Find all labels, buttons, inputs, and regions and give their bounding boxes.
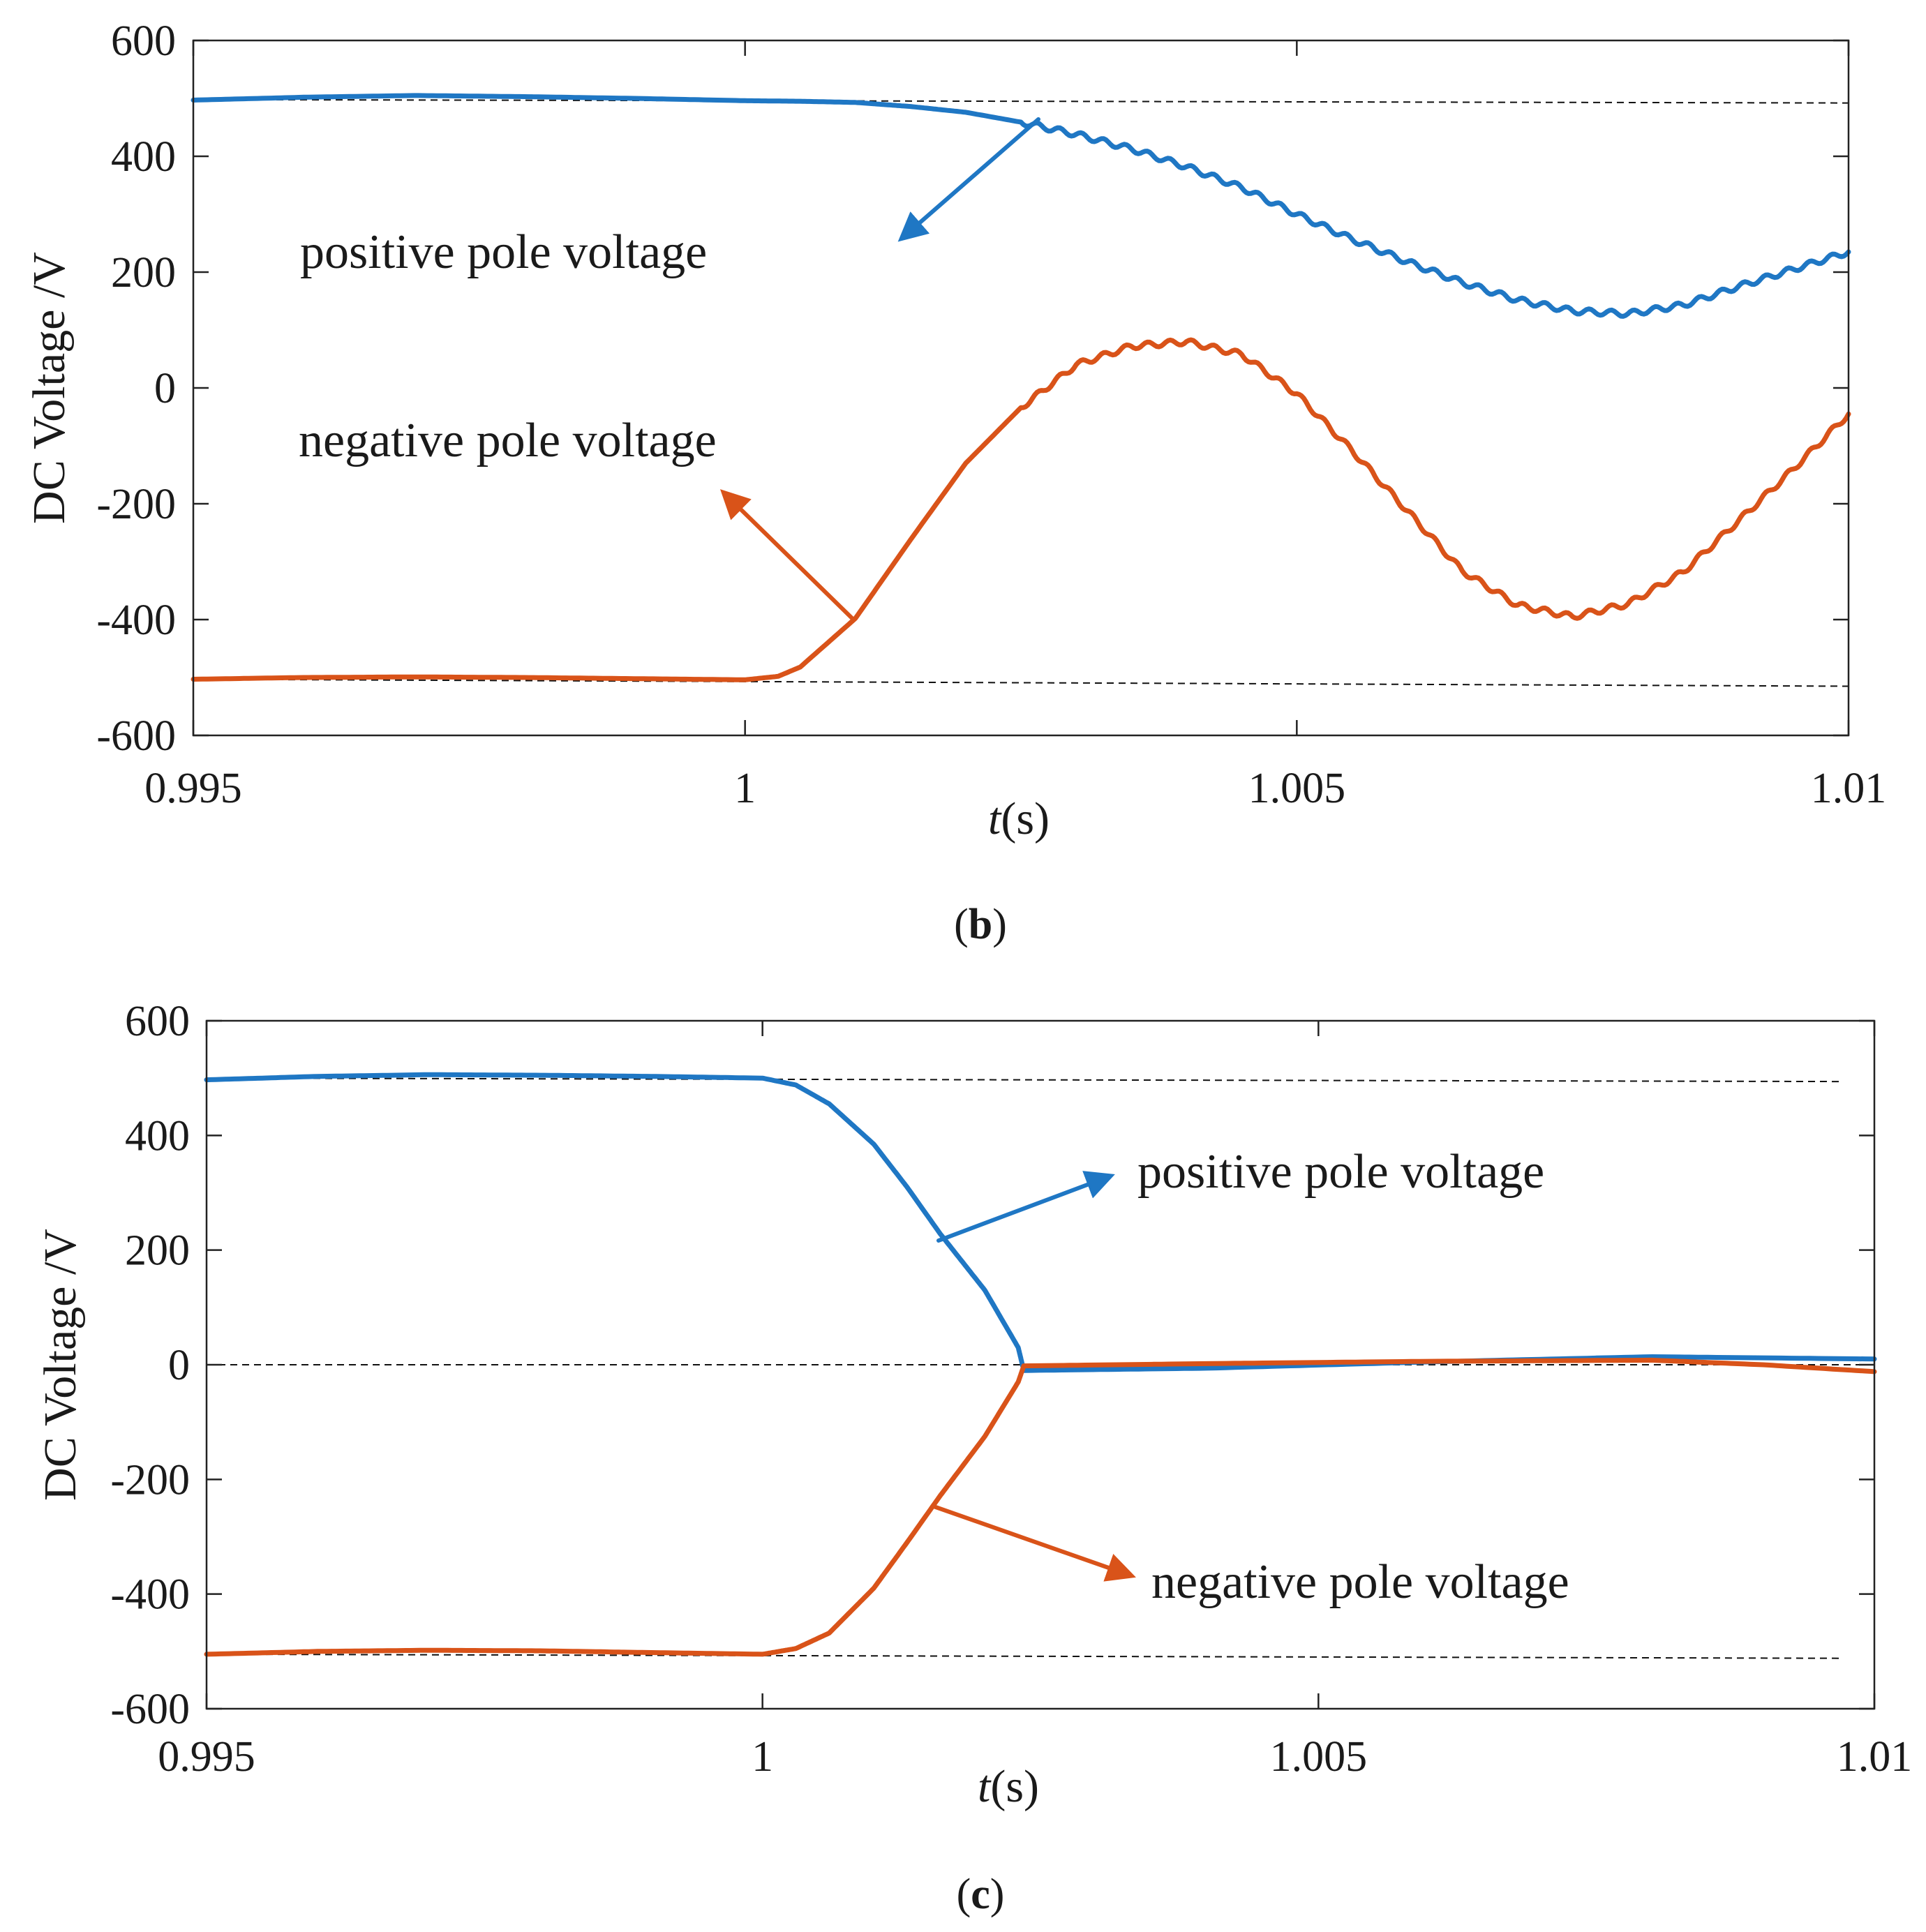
- panel-b-x-tick-label: 1: [734, 765, 756, 812]
- panel-b-caption-open: (: [954, 901, 969, 948]
- panel-b-y-tick-label: 600: [111, 17, 176, 65]
- panel-b-negative-pointer-arrow: [719, 489, 855, 621]
- chart-panel-b: 0.995 1 1.005 1.01 600 400 200 0 -200 -400 -600 DC…: [24, 17, 1886, 948]
- panel-c-data-marks: [204, 1072, 1877, 1659]
- panel-c-y-axis-title: DC Voltage /V: [35, 1229, 86, 1501]
- panel-b-y-tick-label: 200: [111, 249, 176, 297]
- panel-c-positive-pointer-arrow: [936, 1171, 1115, 1243]
- panel-c-negative-pointer-arrow: [932, 1504, 1136, 1582]
- panel-b-x-tick-label: 1.01: [1811, 765, 1887, 812]
- panel-b-positive-reference-line: [193, 98, 1849, 104]
- panel-b-x-tick-label: 1.005: [1248, 765, 1346, 812]
- panel-c-negative-annotation: negative pole voltage: [1151, 1555, 1569, 1609]
- panel-b-negative-annotation: negative pole voltage: [299, 414, 717, 467]
- panel-b-axes: 0.995 1 1.005 1.01 600 400 200 0 -200 -400 -600: [96, 17, 1886, 812]
- panel-b-caption-close: ): [992, 901, 1007, 948]
- panel-c-positive-reference-line: [206, 1077, 1842, 1083]
- chart-panel-c: 0.995 1 1.005 1.01 600 400 200 0 -200 -400 -600 DC…: [35, 998, 1912, 1918]
- panel-c-x-axis-unit: (s): [990, 1761, 1039, 1812]
- panel-c-axes: 0.995 1 1.005 1.01 600 400 200 0 -200 -400 -600: [110, 998, 1912, 1781]
- panel-b-data-marks: [191, 93, 1851, 687]
- panel-b-negative-pole-voltage-line: [191, 337, 1851, 682]
- panel-b-y-tick-label: 0: [154, 365, 176, 412]
- panel-c-y-tick-label: 600: [125, 998, 190, 1045]
- panel-c-caption: (c): [957, 1871, 1005, 1918]
- panel-b-positive-pointer-arrow: [897, 117, 1040, 242]
- panel-b-positive-annotation: positive pole voltage: [300, 225, 707, 279]
- panel-c-x-tick-label: 1.01: [1837, 1733, 1913, 1781]
- panel-b-plot-frame: [192, 39, 1850, 737]
- panel-c-caption-close: ): [990, 1871, 1005, 1918]
- panel-b-y-tick-label: 400: [111, 133, 176, 181]
- panel-b-y-tick-label: -400: [96, 597, 176, 644]
- panel-c-positive-annotation: positive pole voltage: [1137, 1145, 1544, 1199]
- panel-c-caption-open: (: [957, 1871, 971, 1918]
- panel-c-y-tick-label: 0: [168, 1342, 190, 1389]
- panel-c-y-tick-label: -200: [110, 1456, 190, 1504]
- panel-c-negative-reference-line: [206, 1653, 1842, 1659]
- panel-c-x-axis-title: t(s): [978, 1761, 1039, 1812]
- panel-c-x-axis-variable: t: [978, 1761, 992, 1812]
- panel-c-negative-pole-voltage-line: [204, 1357, 1877, 1657]
- panel-c-y-tick-label: -400: [110, 1571, 190, 1619]
- panel-b-x-tick-label: 0.995: [144, 765, 242, 812]
- panel-c-x-tick-label: 0.995: [158, 1733, 255, 1781]
- panel-b-negative-reference-line: [193, 678, 1849, 687]
- panel-b-positive-pole-voltage-line: [191, 93, 1851, 319]
- panel-b-y-tick-label: -600: [96, 712, 176, 760]
- panel-c-y-tick-label: 200: [125, 1227, 190, 1275]
- panel-b-x-axis-unit: (s): [1001, 793, 1050, 844]
- panel-c-y-tick-label: -600: [110, 1686, 190, 1733]
- panel-c-positive-pole-voltage-line: [204, 1072, 1877, 1373]
- panel-b-caption-letter: b: [969, 901, 992, 948]
- panel-c-y-tick-label: 400: [125, 1112, 190, 1160]
- panel-b-y-tick-label: -200: [96, 481, 176, 528]
- panel-b-caption: (b): [954, 901, 1007, 948]
- panel-c-x-tick-label: 1.005: [1270, 1733, 1368, 1781]
- panel-b-y-axis-title: DC Voltage /V: [24, 252, 75, 524]
- panel-b-x-axis-title: t(s): [988, 793, 1050, 844]
- panel-b-x-axis-variable: t: [988, 793, 1002, 844]
- panel-c-x-tick-label: 1: [752, 1733, 773, 1781]
- panel-c-caption-letter: c: [971, 1871, 990, 1918]
